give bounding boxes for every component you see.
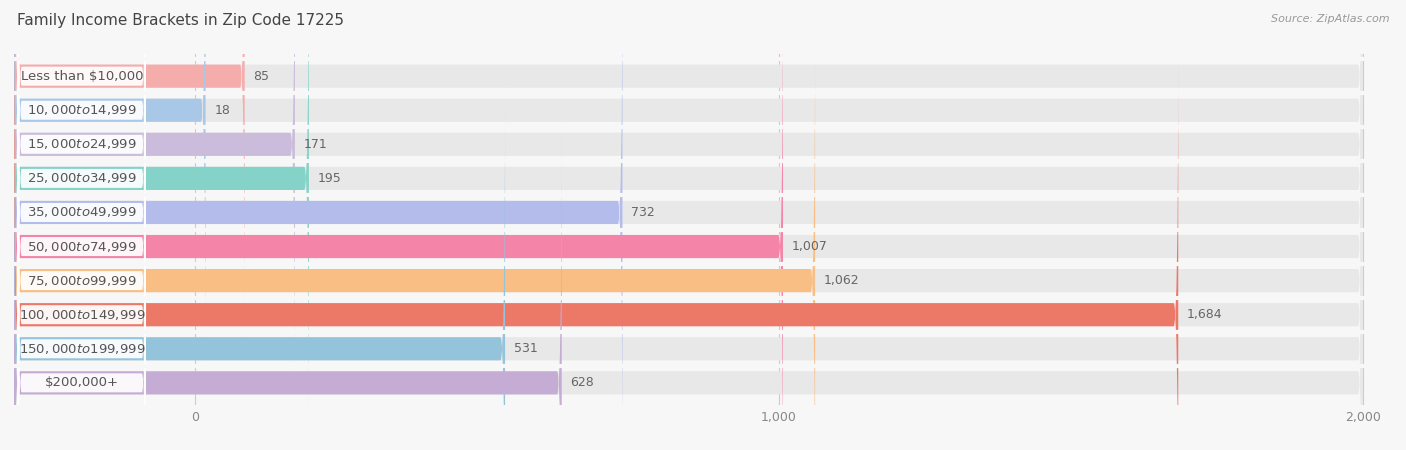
Text: Family Income Brackets in Zip Code 17225: Family Income Brackets in Zip Code 17225: [17, 14, 344, 28]
FancyBboxPatch shape: [14, 54, 1362, 450]
FancyBboxPatch shape: [17, 86, 146, 450]
FancyBboxPatch shape: [14, 0, 309, 439]
Text: $35,000 to $49,999: $35,000 to $49,999: [27, 206, 136, 220]
Text: Less than $10,000: Less than $10,000: [21, 70, 143, 83]
FancyBboxPatch shape: [17, 0, 146, 374]
FancyBboxPatch shape: [14, 0, 1362, 405]
FancyBboxPatch shape: [14, 0, 1362, 337]
Text: $50,000 to $74,999: $50,000 to $74,999: [27, 239, 136, 253]
FancyBboxPatch shape: [17, 0, 146, 305]
FancyBboxPatch shape: [17, 0, 146, 407]
Text: Source: ZipAtlas.com: Source: ZipAtlas.com: [1271, 14, 1389, 23]
FancyBboxPatch shape: [14, 88, 1362, 450]
Text: 628: 628: [571, 376, 595, 389]
FancyBboxPatch shape: [17, 120, 146, 450]
Text: $200,000+: $200,000+: [45, 376, 118, 389]
FancyBboxPatch shape: [14, 122, 1362, 450]
FancyBboxPatch shape: [14, 0, 623, 450]
FancyBboxPatch shape: [14, 0, 205, 371]
FancyBboxPatch shape: [14, 0, 295, 405]
FancyBboxPatch shape: [17, 0, 146, 339]
FancyBboxPatch shape: [14, 88, 505, 450]
Text: $25,000 to $34,999: $25,000 to $34,999: [27, 171, 136, 185]
FancyBboxPatch shape: [14, 0, 1362, 450]
FancyBboxPatch shape: [17, 52, 146, 450]
Text: 1,007: 1,007: [792, 240, 828, 253]
FancyBboxPatch shape: [14, 54, 1178, 450]
FancyBboxPatch shape: [14, 0, 245, 337]
Text: 732: 732: [631, 206, 655, 219]
FancyBboxPatch shape: [14, 20, 815, 450]
FancyBboxPatch shape: [14, 0, 1362, 371]
FancyBboxPatch shape: [17, 18, 146, 450]
Text: 18: 18: [214, 104, 231, 117]
Text: $150,000 to $199,999: $150,000 to $199,999: [18, 342, 145, 356]
Text: $100,000 to $149,999: $100,000 to $149,999: [18, 308, 145, 322]
FancyBboxPatch shape: [17, 0, 146, 441]
Text: 171: 171: [304, 138, 328, 151]
Text: $10,000 to $14,999: $10,000 to $14,999: [27, 103, 136, 117]
Text: $15,000 to $24,999: $15,000 to $24,999: [27, 137, 136, 151]
FancyBboxPatch shape: [14, 122, 562, 450]
FancyBboxPatch shape: [14, 20, 1362, 450]
Text: 195: 195: [318, 172, 342, 185]
FancyBboxPatch shape: [14, 0, 1362, 450]
FancyBboxPatch shape: [14, 0, 1362, 439]
Text: $75,000 to $99,999: $75,000 to $99,999: [27, 274, 136, 288]
FancyBboxPatch shape: [17, 154, 146, 450]
Text: 1,062: 1,062: [824, 274, 859, 287]
Text: 85: 85: [253, 70, 270, 83]
Text: 1,684: 1,684: [1187, 308, 1223, 321]
FancyBboxPatch shape: [14, 0, 783, 450]
Text: 531: 531: [513, 342, 537, 355]
